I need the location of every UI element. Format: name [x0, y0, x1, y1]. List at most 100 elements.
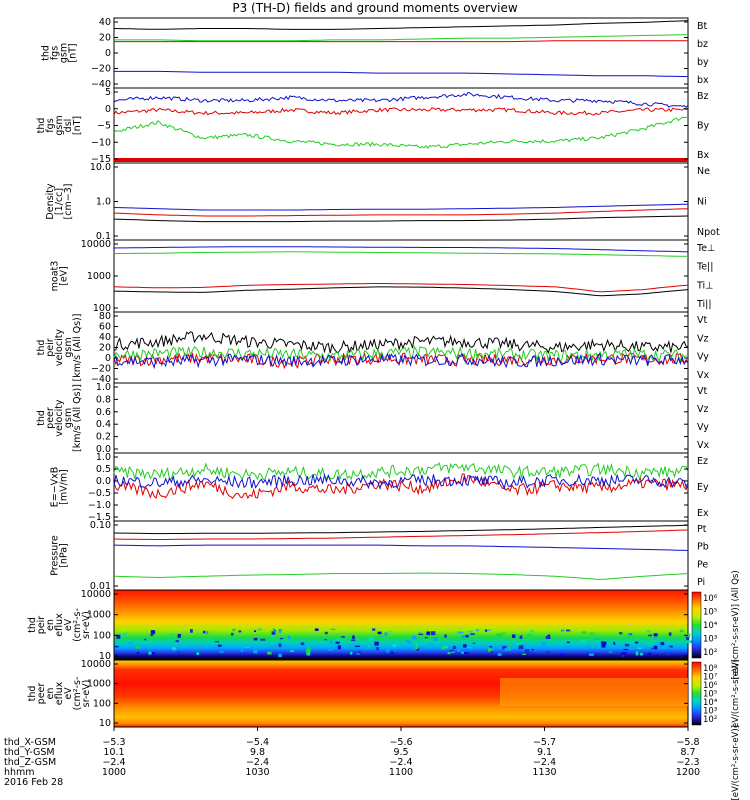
series-line: [113, 107, 689, 116]
heatmap-speckle: [335, 641, 340, 644]
heatmap-speckle: [116, 634, 121, 639]
heatmap-speckle: [324, 639, 328, 641]
heatmap-speckle: [306, 651, 311, 656]
heatmap-speckle: [270, 635, 274, 638]
heatmap-speckle: [660, 642, 665, 646]
series-line: [113, 529, 689, 540]
x-tick-label: −2.3: [676, 757, 699, 768]
x-row-label: thd_Y-GSM: [4, 747, 55, 758]
legend-entry: by: [697, 57, 709, 68]
heatmap-speckle: [384, 632, 388, 636]
y-axis-label: peer: [36, 683, 47, 705]
heatmap-speckle: [461, 635, 466, 639]
heatmap-speckle: [253, 637, 258, 641]
heatmap-speckle: [679, 629, 684, 633]
series-line: [114, 34, 689, 42]
heatmap-speckle: [327, 638, 331, 641]
legend-entry: Ey: [697, 482, 709, 493]
heatmap-speckle: [634, 641, 639, 644]
y-axis-label: [nT]: [72, 116, 83, 135]
legend-entry: Ne: [697, 166, 710, 177]
heatmap-speckle: [231, 628, 236, 632]
heatmap-speckle: [253, 649, 258, 654]
y-tick-label: −40: [91, 79, 111, 90]
heatmap-speckle: [377, 634, 383, 639]
heatmap-speckle: [415, 643, 419, 647]
legend-entry: Vx: [697, 370, 709, 381]
y-tick-label: 1.0: [96, 197, 111, 208]
heatmap-speckle: [307, 646, 311, 650]
heatmap-speckle: [566, 641, 570, 644]
heatmap-speckle: [519, 635, 523, 640]
heatmap-speckle: [487, 647, 491, 652]
y-tick-label: 5: [105, 87, 111, 98]
y-axis-label: fgs: [50, 46, 61, 60]
legend-entry: Vy: [697, 352, 709, 363]
colorbar-label: [eV/(cm²-s-sr-eV)] (All Qs): [731, 570, 741, 679]
y-axis-label: E=−VxB: [50, 467, 61, 508]
y-axis-label: [nT]: [68, 43, 79, 62]
heatmap-speckle: [529, 652, 534, 654]
heatmap-speckle: [476, 629, 479, 632]
heatmap-shade: [500, 678, 688, 706]
date-label: 2016 Feb 28: [4, 777, 63, 788]
x-tick-label: 1100: [389, 767, 413, 778]
colorbar-tick-label: 10⁷: [703, 673, 718, 683]
heatmap-speckle: [388, 631, 392, 633]
heatmap-speckle: [603, 641, 607, 645]
panel-frame: [113, 162, 689, 241]
heatmap-speckle: [600, 641, 605, 644]
legend-entry: Ti||: [696, 299, 712, 310]
heatmap-speckle: [645, 630, 651, 632]
heatmap-speckle: [484, 636, 489, 640]
colorbar: [691, 591, 702, 659]
heatmap-speckle: [150, 634, 154, 636]
heatmap-speckle: [398, 636, 403, 641]
heatmap-speckle: [463, 652, 469, 654]
y-tick-label: 0.5: [96, 464, 111, 475]
x-row-label: thd_Z-GSM: [4, 757, 56, 768]
panel-frame: [113, 311, 689, 384]
heatmap-speckle: [601, 643, 606, 648]
y-tick-label: 0.01: [90, 581, 111, 592]
y-axis-label: gsm: [63, 408, 74, 428]
y-tick-label: 60: [99, 322, 111, 333]
heatmap-speckle: [515, 642, 521, 645]
colorbar-tick-label: 10⁵: [703, 608, 717, 618]
heatmap-speckle: [457, 648, 461, 652]
heatmap-speckle: [668, 632, 672, 636]
heatmap-speckle: [651, 647, 654, 649]
heatmap-speckle: [196, 652, 200, 655]
heatmap-speckle: [458, 631, 464, 634]
heatmap-speckle: [280, 638, 284, 640]
heatmap-speckle: [518, 639, 523, 642]
y-axis-label: gsm: [63, 337, 74, 357]
series-line: [113, 215, 689, 223]
y-axis-label: eV: [63, 687, 74, 700]
heatmap-speckle: [418, 633, 424, 635]
heatmap-speckle: [341, 636, 345, 638]
heatmap-speckle: [653, 645, 658, 650]
heatmap-image: [114, 590, 688, 660]
heatmap-speckle: [260, 638, 266, 641]
heatmap-speckle: [156, 638, 159, 640]
y-axis-label: [1/cc]: [54, 188, 65, 215]
x-tick-label: −5.8: [676, 737, 699, 748]
legend-entry: bz: [697, 39, 708, 50]
y-tick-label: 0.6: [96, 407, 111, 418]
heatmap-speckle: [676, 639, 680, 641]
legend-entry: Vx: [697, 440, 709, 451]
y-axis-label: dsl: [63, 119, 74, 133]
x-tick-label: 9.8: [250, 747, 265, 758]
y-axis-label: velocity: [54, 329, 65, 367]
heatmap-speckle: [217, 644, 222, 647]
heatmap-speckle: [497, 653, 502, 656]
y-tick-label: 0: [105, 353, 111, 364]
heatmap-speckle: [489, 646, 493, 648]
heatmap-speckle: [488, 649, 494, 651]
x-tick-label: 8.7: [680, 747, 695, 758]
chart-title: P3 (TH-D) fields and ground moments over…: [232, 1, 518, 15]
legend-entry: Ni: [697, 197, 707, 208]
colorbar-tick-label: 10³: [703, 707, 717, 717]
heatmap-speckle: [433, 637, 438, 641]
